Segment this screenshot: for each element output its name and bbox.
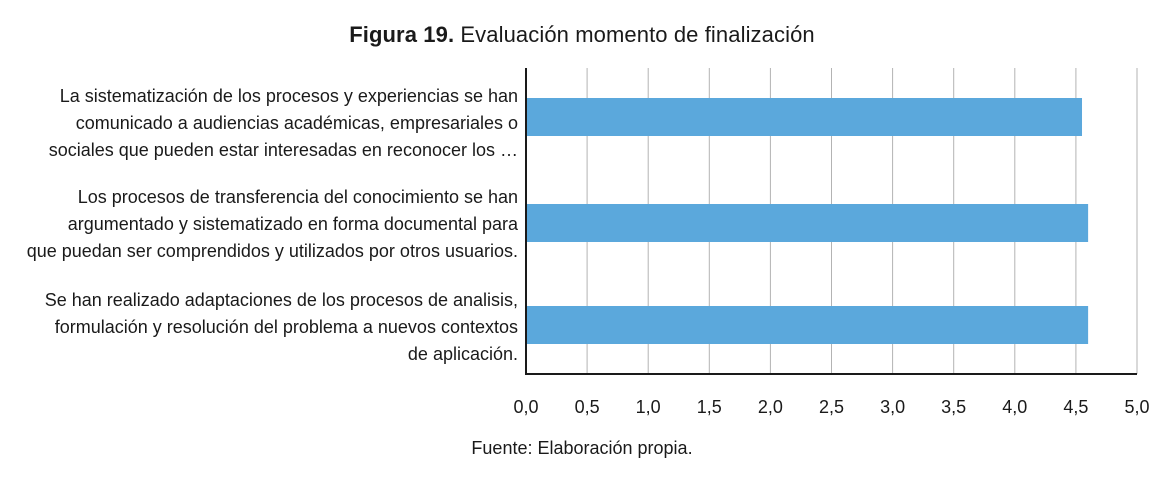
x-tick-label: 2,0: [758, 397, 783, 417]
category-label: Los procesos de transferencia del conoci…: [0, 184, 518, 265]
category-label-line: de aplicación.: [407, 344, 518, 364]
figure-number: Figura 19.: [349, 22, 455, 47]
category-label-line: comunicado a audiencias académicas, empr…: [75, 113, 518, 133]
source-note: Fuente: Elaboración propia.: [471, 438, 693, 458]
x-tick-label: 3,0: [880, 397, 905, 417]
figure-title-text: Evaluación momento de finalización: [460, 22, 815, 47]
bar: [526, 204, 1089, 242]
x-tick-label: 4,0: [1002, 397, 1027, 417]
category-label-line: formulación y resolución del problema a …: [54, 317, 518, 337]
category-label-line: Los procesos de transferencia del conoci…: [77, 187, 518, 207]
x-tick-label: 1,5: [697, 397, 722, 417]
category-label-line: Se han realizado adaptaciones de los pro…: [44, 290, 518, 310]
bar: [526, 98, 1083, 136]
x-tick-label: 4,5: [1063, 397, 1088, 417]
x-tick-label: 5,0: [1124, 397, 1149, 417]
x-tick-label: 3,5: [941, 397, 966, 417]
category-labels: La sistematización de los procesos y exp…: [0, 0, 518, 480]
category-label: Se han realizado adaptaciones de los pro…: [0, 287, 518, 368]
x-tick-label: 1,0: [636, 397, 661, 417]
category-label-line: sociales que pueden estar interesadas en…: [48, 140, 518, 160]
x-tick-label: 0,0: [513, 397, 538, 417]
chart-title: Figura 19. Evaluación momento de finaliz…: [0, 22, 1164, 48]
x-tick-label: 2,5: [819, 397, 844, 417]
category-label-line: que puedan ser comprendidos y utilizados…: [26, 241, 518, 261]
category-label-line: argumentado y sistematizado en forma doc…: [67, 214, 518, 234]
x-tick-label: 0,5: [575, 397, 600, 417]
category-label-line: La sistematización de los procesos y exp…: [59, 86, 518, 106]
category-label: La sistematización de los procesos y exp…: [0, 83, 518, 164]
bar: [526, 306, 1089, 344]
